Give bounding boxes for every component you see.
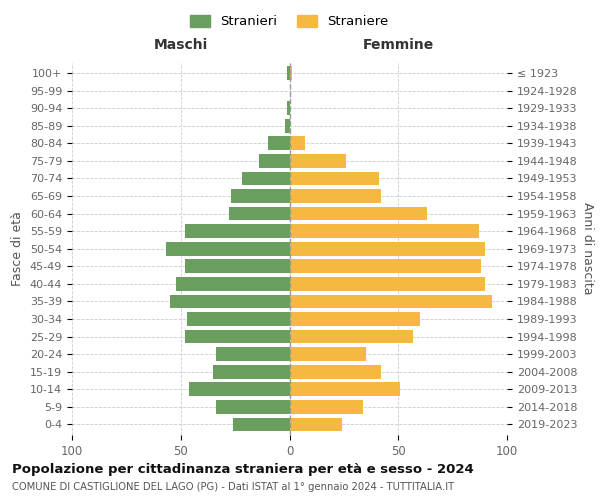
Bar	[259, 154, 290, 168]
Y-axis label: Fasce di età: Fasce di età	[11, 212, 25, 286]
Bar	[231, 189, 290, 203]
Bar	[290, 365, 381, 378]
Bar	[290, 66, 292, 80]
Y-axis label: Anni di nascita: Anni di nascita	[581, 202, 594, 295]
Bar	[215, 400, 290, 413]
Bar	[290, 330, 413, 344]
Bar	[290, 207, 427, 220]
Bar	[290, 277, 485, 290]
Bar	[290, 189, 381, 203]
Bar	[229, 207, 290, 220]
Bar	[214, 365, 290, 378]
Text: Maschi: Maschi	[154, 38, 208, 52]
Text: Femmine: Femmine	[362, 38, 434, 52]
Bar	[287, 66, 290, 80]
Bar	[290, 224, 479, 238]
Bar	[233, 418, 290, 432]
Bar	[287, 102, 290, 115]
Bar	[185, 260, 290, 273]
Bar	[290, 242, 485, 256]
Bar	[215, 348, 290, 361]
Bar	[290, 382, 400, 396]
Bar	[185, 224, 290, 238]
Bar	[290, 400, 364, 413]
Bar	[185, 330, 290, 344]
Text: Popolazione per cittadinanza straniera per età e sesso - 2024: Popolazione per cittadinanza straniera p…	[12, 462, 474, 475]
Bar	[290, 418, 342, 432]
Bar	[190, 382, 290, 396]
Text: COMUNE DI CASTIGLIONE DEL LAGO (PG) - Dati ISTAT al 1° gennaio 2024 - TUTTITALIA: COMUNE DI CASTIGLIONE DEL LAGO (PG) - Da…	[12, 482, 454, 492]
Bar	[290, 136, 305, 150]
Bar	[290, 172, 379, 185]
Bar	[290, 294, 492, 308]
Bar	[170, 294, 290, 308]
Bar	[268, 136, 290, 150]
Bar	[166, 242, 290, 256]
Legend: Stranieri, Straniere: Stranieri, Straniere	[185, 10, 394, 34]
Bar	[290, 312, 420, 326]
Bar	[290, 154, 346, 168]
Bar	[290, 348, 365, 361]
Bar	[242, 172, 290, 185]
Bar	[176, 277, 290, 290]
Bar	[285, 119, 290, 132]
Bar	[290, 260, 481, 273]
Bar	[187, 312, 290, 326]
